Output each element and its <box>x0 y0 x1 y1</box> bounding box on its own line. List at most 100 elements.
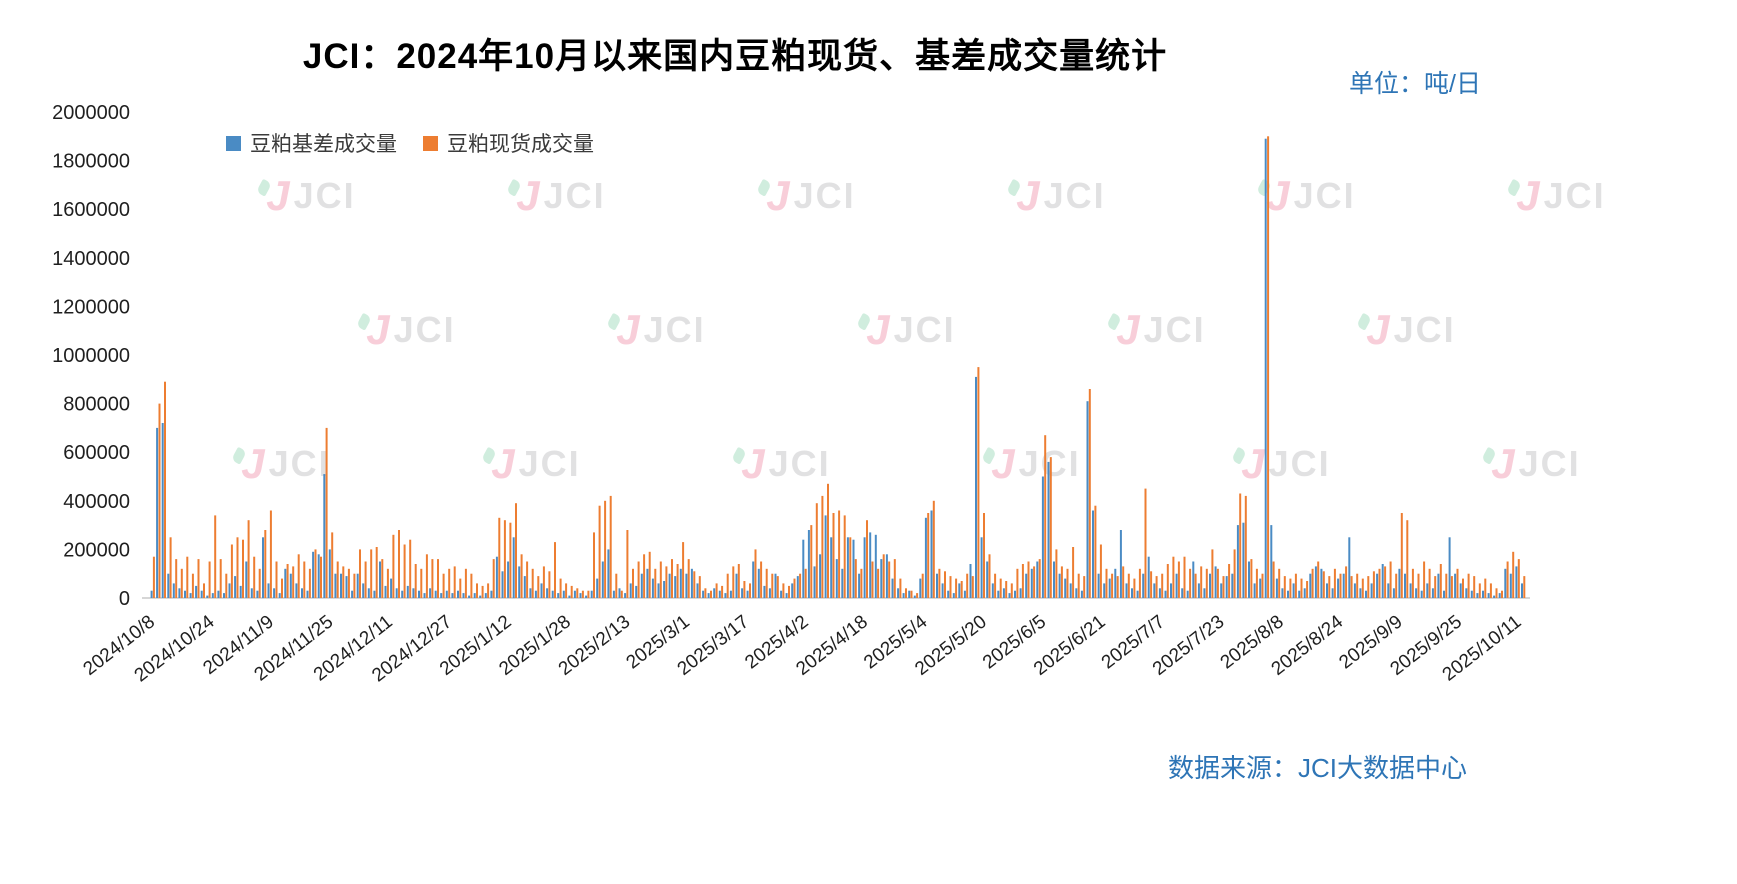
bar-basis <box>1275 578 1278 598</box>
bar-basis <box>1264 138 1267 598</box>
bar-spot <box>1333 568 1336 598</box>
bar-basis <box>1370 583 1373 598</box>
bar-basis <box>724 593 727 598</box>
bar-spot <box>1033 566 1036 598</box>
bar-spot <box>994 573 997 598</box>
bar-spot <box>676 564 679 598</box>
bar-basis <box>1170 583 1172 598</box>
bar-basis <box>1521 583 1523 598</box>
bar-spot <box>793 578 796 598</box>
bar-basis <box>1465 588 1468 598</box>
bar-basis <box>1058 573 1061 598</box>
bar-spot <box>1072 547 1075 598</box>
bar-spot <box>414 564 417 598</box>
bar-basis <box>1493 595 1496 598</box>
bar-spot <box>1445 573 1448 598</box>
bar-basis <box>390 578 393 598</box>
bar-basis <box>507 561 510 598</box>
bar-spot <box>899 578 902 598</box>
bar-spot <box>632 568 634 598</box>
bar-spot <box>637 561 640 598</box>
bar-spot <box>1356 573 1359 598</box>
bar-basis <box>646 568 649 598</box>
bar-spot <box>191 573 194 598</box>
bar-basis <box>1270 525 1273 598</box>
bar-basis <box>1225 576 1228 598</box>
bar-basis <box>351 590 354 598</box>
bar-basis <box>1209 573 1211 598</box>
bar-spot <box>643 554 646 598</box>
bar-basis <box>741 588 744 598</box>
bar-basis <box>423 593 426 598</box>
bar-spot <box>481 585 484 599</box>
bar-basis <box>1136 590 1139 598</box>
bar-basis <box>1069 583 1072 598</box>
bar-spot <box>1267 136 1270 599</box>
legend-label-spot: 豆粕现货成交量 <box>447 133 594 156</box>
bar-basis <box>1337 578 1340 598</box>
bar-spot <box>570 585 573 599</box>
bar-basis <box>1443 590 1445 598</box>
bar-basis <box>1242 522 1245 598</box>
bar-spot <box>971 576 974 598</box>
bar-basis <box>172 583 175 598</box>
bar-basis <box>1482 590 1484 598</box>
bar-spot <box>1423 561 1426 598</box>
bar-spot <box>1400 513 1403 598</box>
bar-spot <box>253 556 256 598</box>
bar-basis <box>624 593 627 598</box>
bar-basis <box>1053 561 1055 598</box>
bar-spot <box>1278 568 1281 598</box>
bar-basis <box>546 588 549 598</box>
bar-spot <box>1501 590 1503 598</box>
bar-basis <box>674 576 677 598</box>
bar-spot <box>1205 568 1208 598</box>
bar-spot <box>1049 457 1052 598</box>
bar-basis <box>501 571 504 598</box>
bar-basis <box>434 590 437 598</box>
bar-spot <box>1389 561 1392 598</box>
bar-basis <box>824 515 827 598</box>
bar-spot <box>1138 568 1141 598</box>
bar-basis <box>729 590 732 598</box>
bar-spot <box>1300 578 1303 598</box>
bar-spot <box>1506 561 1509 598</box>
bar-basis <box>1353 583 1356 598</box>
y-tick-label: 2000000 <box>52 102 130 124</box>
bar-spot <box>726 573 729 598</box>
bar-spot <box>565 583 568 598</box>
bar-basis <box>1186 590 1189 598</box>
bar-spot <box>932 500 935 598</box>
bar-basis <box>1153 583 1156 598</box>
bar-spot <box>788 585 790 599</box>
bar-spot <box>1177 561 1180 598</box>
bar-spot <box>1216 568 1219 598</box>
bar-spot <box>425 554 428 598</box>
y-tick-label: 600000 <box>63 442 130 464</box>
bar-spot <box>398 530 400 598</box>
bar-basis <box>590 590 593 598</box>
bar-spot <box>1133 578 1136 598</box>
bar-basis <box>473 593 476 598</box>
bar-basis <box>379 561 381 598</box>
bar-basis <box>484 593 487 598</box>
bar-basis <box>1164 590 1167 598</box>
bar-spot <box>225 573 228 598</box>
bar-spot <box>765 568 768 598</box>
bar-spot <box>230 544 233 598</box>
bar-spot <box>1116 576 1119 598</box>
bar-spot <box>275 561 278 598</box>
bar-basis <box>1348 537 1351 599</box>
bar-basis <box>406 585 409 599</box>
bar-basis <box>830 537 833 599</box>
bar-spot <box>375 547 378 598</box>
bar-spot <box>776 576 779 598</box>
bar-spot <box>208 561 211 598</box>
bar-basis <box>490 590 493 598</box>
bar-basis <box>468 595 471 598</box>
bar-spot <box>554 542 556 598</box>
bar-spot <box>1244 495 1247 598</box>
bar-basis <box>679 568 682 598</box>
bar-basis <box>1092 510 1094 598</box>
